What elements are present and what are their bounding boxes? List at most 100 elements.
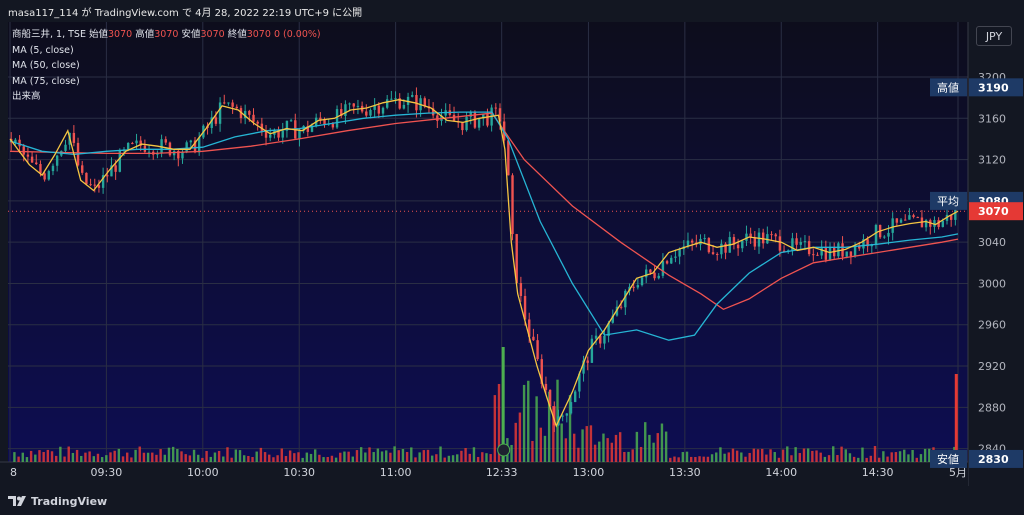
candle[interactable] (553, 406, 556, 426)
legend-volume[interactable]: 出来高 (12, 91, 41, 102)
candle[interactable] (85, 172, 88, 185)
candle[interactable] (578, 373, 581, 392)
candle[interactable] (131, 142, 134, 144)
candle[interactable] (381, 107, 385, 114)
candle[interactable] (716, 253, 719, 255)
candle[interactable] (766, 234, 769, 244)
candle[interactable] (469, 112, 472, 117)
candle[interactable] (590, 338, 594, 363)
candle[interactable] (26, 154, 30, 157)
candle[interactable] (661, 261, 665, 276)
candle[interactable] (465, 116, 468, 131)
candle[interactable] (348, 103, 351, 105)
candle[interactable] (624, 290, 627, 308)
candle[interactable] (377, 105, 381, 114)
candle[interactable] (110, 165, 113, 177)
candle[interactable] (912, 215, 915, 218)
candle[interactable] (185, 142, 188, 152)
candle[interactable] (114, 165, 117, 172)
candle[interactable] (235, 106, 238, 109)
candle[interactable] (72, 132, 76, 143)
candle[interactable] (436, 115, 439, 121)
candle[interactable] (887, 232, 890, 237)
candle[interactable] (331, 123, 335, 128)
candle[interactable] (139, 140, 142, 146)
candle[interactable] (548, 389, 552, 407)
candle[interactable] (862, 239, 865, 249)
candle[interactable] (461, 122, 464, 131)
candle[interactable] (949, 214, 953, 220)
candle[interactable] (319, 117, 322, 120)
candle[interactable] (845, 251, 848, 257)
candle[interactable] (218, 102, 222, 124)
legend-ma50[interactable]: MA (50, close) (12, 60, 80, 71)
candle[interactable] (778, 236, 782, 251)
candle[interactable] (803, 241, 807, 243)
earnings-icon[interactable] (497, 443, 511, 457)
candle[interactable] (632, 286, 635, 288)
candle[interactable] (210, 117, 213, 128)
candle[interactable] (904, 219, 907, 221)
candle[interactable] (197, 137, 201, 153)
candle[interactable] (899, 219, 903, 223)
candle[interactable] (640, 277, 644, 286)
candle[interactable] (477, 118, 481, 128)
candle[interactable] (227, 102, 230, 104)
candle[interactable] (883, 236, 886, 238)
candle[interactable] (611, 315, 614, 323)
candle[interactable] (582, 360, 585, 374)
candle[interactable] (636, 285, 640, 288)
candle[interactable] (18, 139, 21, 147)
candle[interactable] (482, 114, 485, 119)
candle[interactable] (431, 108, 435, 116)
candle[interactable] (736, 244, 740, 249)
candle[interactable] (423, 98, 426, 107)
candle[interactable] (594, 335, 598, 339)
ma5-line[interactable] (9, 99, 959, 428)
candle[interactable] (536, 340, 539, 360)
candle[interactable] (849, 251, 853, 257)
candle[interactable] (724, 243, 727, 253)
candle[interactable] (22, 146, 25, 155)
candle[interactable] (820, 247, 823, 256)
candle[interactable] (670, 257, 673, 264)
candle[interactable] (565, 413, 569, 416)
candle[interactable] (101, 175, 105, 188)
candle[interactable] (916, 217, 919, 219)
candle[interactable] (398, 98, 401, 109)
candle[interactable] (39, 164, 42, 174)
candle[interactable] (298, 130, 301, 139)
candle[interactable] (160, 139, 163, 154)
candle[interactable] (874, 224, 878, 245)
candle[interactable] (720, 243, 723, 255)
time-axis[interactable] (0, 462, 968, 486)
candle[interactable] (177, 150, 180, 159)
candle[interactable] (47, 171, 50, 180)
candle[interactable] (619, 306, 623, 308)
candle[interactable] (795, 238, 798, 245)
candle[interactable] (385, 99, 389, 108)
candle[interactable] (231, 102, 234, 107)
candle[interactable] (507, 140, 510, 176)
candle[interactable] (285, 120, 289, 131)
candle[interactable] (147, 151, 151, 153)
candle[interactable] (924, 220, 928, 228)
candle[interactable] (741, 240, 744, 249)
candle[interactable] (532, 336, 535, 341)
candle[interactable] (264, 131, 268, 138)
candle[interactable] (528, 319, 531, 337)
candle[interactable] (306, 125, 310, 132)
candle[interactable] (665, 261, 669, 264)
candle[interactable] (853, 245, 857, 257)
candle[interactable] (248, 110, 251, 115)
candle[interactable] (653, 272, 656, 279)
candle[interactable] (14, 139, 17, 143)
candle[interactable] (573, 391, 577, 403)
candle[interactable] (937, 220, 940, 227)
candle[interactable] (486, 114, 489, 126)
candle[interactable] (732, 237, 736, 245)
candle[interactable] (749, 233, 752, 238)
candle[interactable] (799, 242, 802, 245)
candle[interactable] (81, 165, 84, 173)
candle[interactable] (256, 121, 259, 124)
